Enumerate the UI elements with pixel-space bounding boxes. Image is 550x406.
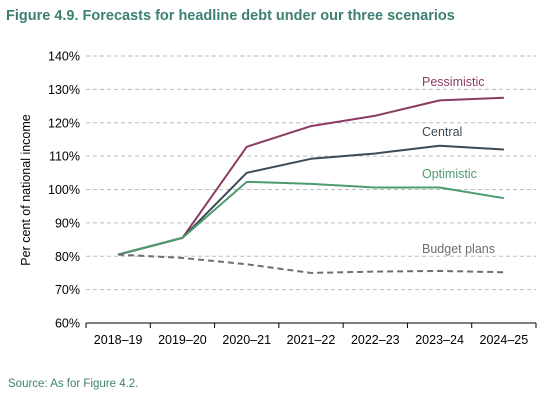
y-tick-label: 100%	[48, 183, 80, 197]
series-label-budget-plans: Budget plans	[422, 242, 495, 256]
series-line-central	[117, 144, 504, 256]
y-tick-label: 60%	[55, 317, 80, 331]
x-tick-label: 2023–24	[415, 333, 464, 347]
axes	[85, 322, 537, 328]
x-tick-label: 2024–25	[480, 333, 529, 347]
y-tick-label: 70%	[55, 283, 80, 297]
y-tick-label: 120%	[48, 116, 80, 130]
y-tick-label: 130%	[48, 83, 80, 97]
source-note: Source: As for Figure 4.2.	[8, 378, 139, 390]
x-tick-label: 2018–19	[94, 333, 143, 347]
y-tick-labels: 60% 70% 80% 90% 100% 110% 120% 130% 140%	[48, 50, 80, 331]
y-axis-label: Per cent of national income	[19, 114, 33, 266]
x-tick-label: 2021–22	[287, 333, 336, 347]
series-line-optimistic	[117, 180, 505, 256]
grid-lines	[86, 55, 536, 291]
y-tick-label: 140%	[48, 50, 80, 64]
series-label-central: Central	[422, 125, 462, 139]
series-labels: Pessimistic Central Optimistic Budget plans	[422, 75, 495, 256]
y-tick-label: 110%	[49, 150, 80, 164]
x-tick-labels: 2018–19 2019–20 2020–21 2021–22 2022–23 2023–…	[94, 333, 528, 347]
series-label-optimistic: Optimistic	[422, 167, 477, 181]
series-line-budget-plans	[118, 253, 504, 274]
y-tick-label: 80%	[55, 250, 80, 264]
x-tick-label: 2022–23	[351, 333, 400, 347]
series-label-pessimistic: Pessimistic	[422, 75, 485, 89]
series-lines	[117, 96, 505, 274]
chart-title: Figure 4.9. Forecasts for headline debt …	[6, 8, 455, 24]
y-tick-label: 90%	[55, 216, 80, 230]
x-tick-label: 2019–20	[158, 333, 207, 347]
x-tick-label: 2020–21	[222, 333, 271, 347]
